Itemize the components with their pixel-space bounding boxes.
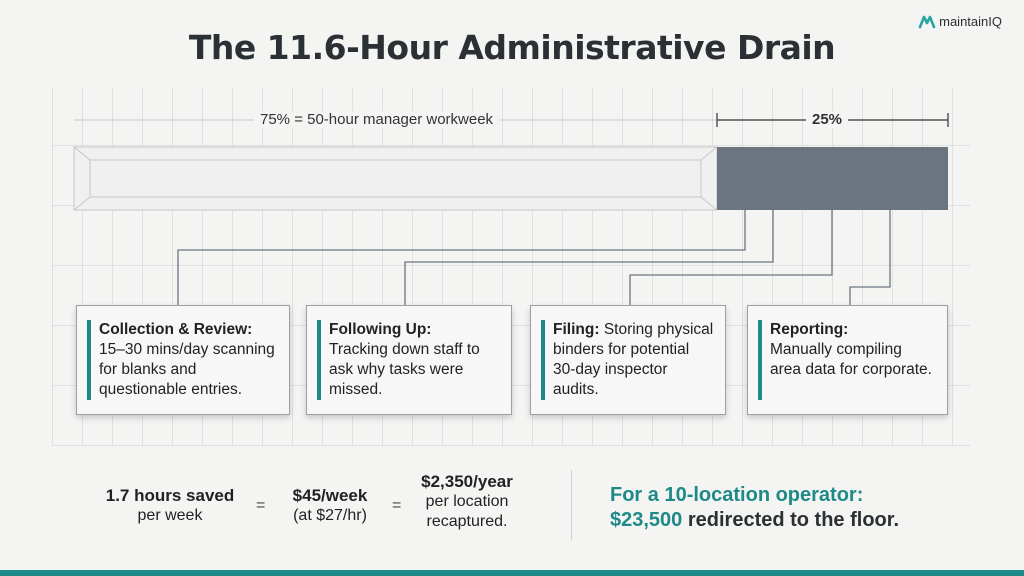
equals-sign: = (392, 497, 402, 514)
task-heading: Following Up: (329, 321, 432, 338)
task-text: Manually compiling area data for corpora… (770, 341, 932, 378)
weekly-savings-stat: $45/week (at $27/hr) (292, 486, 368, 524)
admin-bar-segment (717, 147, 948, 210)
workweek-bar (73, 146, 718, 211)
hours-saved-stat: 1.7 hours saved per week (105, 486, 235, 524)
yearly-savings-stat: $2,350/year per location recaptured. (421, 472, 513, 530)
brand-logo: maintainIQ (918, 14, 1002, 29)
task-card-collection: Collection & Review: 15–30 mins/day scan… (76, 305, 290, 415)
workweek-label: 75% = 50-hour manager workweek (254, 111, 500, 128)
connector-followup (404, 210, 774, 305)
task-text: 15–30 mins/day scanning for blanks and q… (99, 341, 275, 398)
task-card-filing: Filing: Storing physical binders for pot… (530, 305, 726, 415)
connector-collection (177, 210, 746, 305)
admin-percent-label: 25% (806, 111, 849, 128)
logo-icon (918, 15, 936, 28)
task-heading: Collection & Review: (99, 321, 253, 338)
connector-lines (177, 210, 891, 305)
footer-accent-bar (0, 570, 1024, 576)
task-text: Tracking down staff to ask why tasks wer… (329, 341, 480, 398)
connector-filing (629, 210, 833, 305)
task-card-reporting: Reporting: Manually compiling area data … (747, 305, 948, 415)
task-heading: Reporting: (770, 321, 849, 338)
equals-sign: = (256, 497, 266, 514)
divider (571, 470, 572, 540)
operator-callout: For a 10-location operator: $23,500 redi… (610, 484, 900, 531)
task-text: Storing physical binders for potential 3… (553, 321, 714, 398)
task-heading: Filing: (553, 321, 600, 338)
connector-reporting (849, 210, 891, 305)
logo-text: maintainIQ (939, 14, 1002, 29)
task-card-followup: Following Up: Tracking down staff to ask… (306, 305, 512, 415)
page-title: The 11.6-Hour Administrative Drain (188, 28, 836, 67)
